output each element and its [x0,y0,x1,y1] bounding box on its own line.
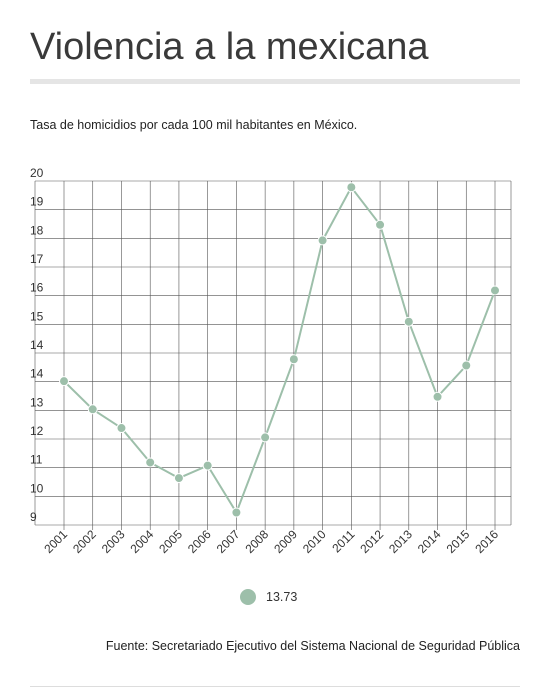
series-layer [59,182,500,518]
y-tick-label: 14 [30,338,44,352]
y-tick-label: 11 [30,453,43,467]
x-tick-label: 2002 [70,527,99,556]
data-point [116,423,127,434]
x-tick-label: 2016 [472,527,501,556]
data-point [403,316,414,327]
data-point [288,354,299,365]
chart-subtitle: Tasa de homicidios por cada 100 mil habi… [30,118,358,132]
y-axis-ticks: 9 10 11 12 13 14 14 15 16 17 18 19 20 [30,166,44,524]
series-line [63,185,496,515]
legend: 13.73 [240,588,297,606]
x-tick-label: 2005 [156,527,185,556]
x-axis-ticks: 2001 2002 2003 2004 2005 2006 2007 2008 2009 2010… [41,527,501,556]
x-tick-label: 2007 [214,527,243,556]
y-tick-label: 10 [30,481,44,495]
x-tick-label: 2014 [415,527,444,556]
x-tick-label: 2011 [329,527,357,555]
title-divider [30,79,520,84]
y-tick-label: 15 [30,309,44,323]
y-tick-label: 9 [30,510,37,524]
x-tick-label: 2015 [444,527,473,556]
y-tick-label: 14 [30,367,44,381]
data-point [202,460,213,471]
x-tick-label: 2012 [357,527,386,556]
y-tick-label: 20 [30,166,44,180]
y-tick-label: 19 [30,195,44,209]
y-tick-label: 12 [30,424,44,438]
data-point [375,219,386,230]
y-tick-label: 17 [30,252,44,266]
data-point [173,473,184,484]
x-tick-label: 2006 [185,527,214,556]
x-tick-label: 2001 [41,527,70,556]
data-point [59,376,69,387]
legend-label: 13.73 [266,590,298,604]
y-tick-label: 13 [30,395,44,409]
data-point [87,404,98,415]
data-point [260,432,271,443]
x-tick-label: 2008 [242,527,271,556]
x-tick-label: 2009 [271,527,300,556]
data-point [490,285,500,296]
x-tick-label: 2003 [99,527,128,556]
data-point [231,507,242,518]
data-point [432,391,443,402]
x-tick-label: 2004 [128,527,157,556]
data-point [461,360,472,371]
data-point [346,182,357,193]
grid-layer [34,180,512,530]
data-point [145,457,156,468]
x-tick-label: 2010 [300,527,329,556]
y-tick-label: 16 [30,281,44,295]
x-tick-label: 2013 [386,527,415,556]
legend-marker [240,589,256,605]
chart-title: Violencia a la mexicana [30,26,429,68]
source-note: Fuente: Secretariado Ejecutivo del Siste… [105,639,520,653]
y-tick-label: 18 [30,223,44,237]
data-point [317,235,328,246]
